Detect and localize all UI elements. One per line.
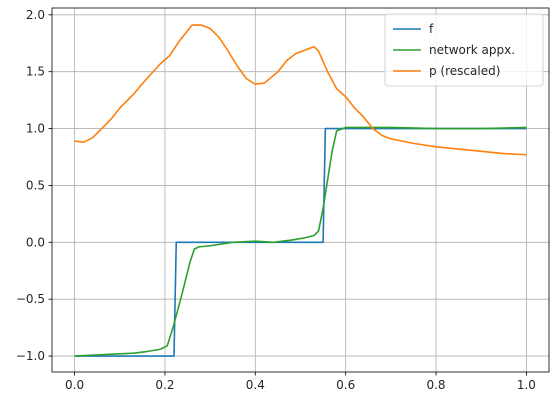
x-tick-label: 0.8	[426, 378, 445, 392]
y-tick-label: −1.0	[16, 349, 45, 363]
x-tick-label: 0.6	[336, 378, 355, 392]
y-tick-label: 0.5	[26, 178, 45, 192]
x-tick-label: 1.0	[517, 378, 536, 392]
y-tick-label: −0.5	[16, 292, 45, 306]
x-tick-label: 0.0	[65, 378, 84, 392]
y-tick-label: 1.0	[26, 122, 45, 136]
x-tick-label: 0.4	[246, 378, 265, 392]
y-tick-label: 2.0	[26, 8, 45, 22]
y-tick-label: 1.5	[26, 65, 45, 79]
legend-label: p (rescaled)	[429, 64, 500, 78]
y-tick-label: 0.0	[26, 235, 45, 249]
x-tick-label: 0.2	[155, 378, 174, 392]
legend-label: network appx.	[429, 43, 515, 57]
